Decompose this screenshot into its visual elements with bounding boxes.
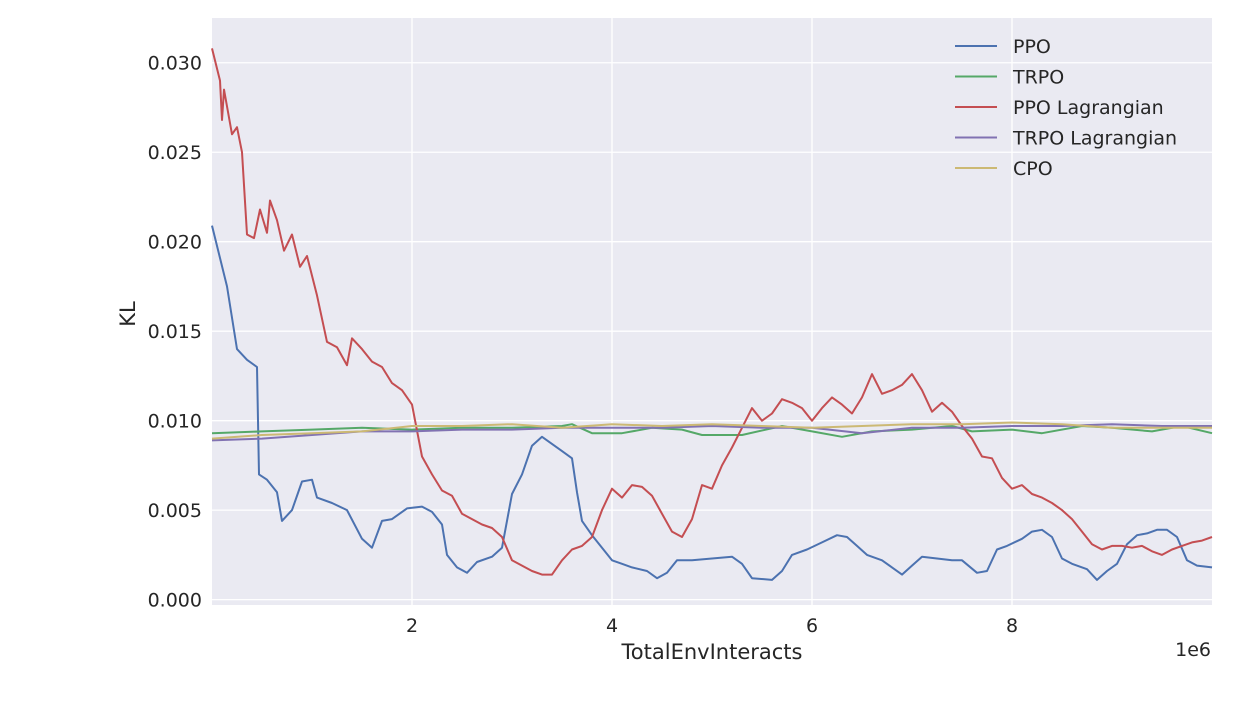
y-tick-label: 0.010 xyxy=(148,411,202,433)
x-tick-label: 2 xyxy=(406,615,418,637)
y-tick-label: 0.030 xyxy=(148,53,202,75)
x-axis-label: TotalEnvInteracts xyxy=(621,640,803,664)
legend-label: TRPO Lagrangian xyxy=(1012,128,1177,150)
x-offset-label: 1e6 xyxy=(1175,639,1211,661)
series-lines xyxy=(211,48,1213,581)
y-tick-label: 0.015 xyxy=(148,321,202,343)
y-tick-label: 0.025 xyxy=(148,142,202,164)
y-tick-label: 0.005 xyxy=(148,500,202,522)
legend-label: CPO xyxy=(1013,158,1053,180)
x-tick-labels: 2 4 6 8 xyxy=(406,615,1018,637)
y-axis-label: KL xyxy=(116,301,140,327)
x-tick-label: 8 xyxy=(1006,615,1018,637)
legend-label: PPO Lagrangian xyxy=(1013,97,1164,119)
y-tick-label: 0.000 xyxy=(148,590,202,612)
legend-label: PPO xyxy=(1013,36,1051,58)
legend-label: TRPO xyxy=(1012,67,1064,89)
plot-background xyxy=(212,18,1212,605)
legend: PPO TRPO PPO Lagrangian TRPO Lagrangian CPO xyxy=(955,36,1177,180)
y-tick-label: 0.020 xyxy=(148,232,202,254)
y-tick-labels: 0.000 0.005 0.010 0.015 0.020 0.025 0.030 xyxy=(148,53,202,612)
series-line-trpo-lagrangian xyxy=(211,423,1212,442)
x-tick-label: 4 xyxy=(606,615,618,637)
x-tick-label: 6 xyxy=(806,615,818,637)
series-line-ppo xyxy=(211,225,1213,581)
series-line-cpo xyxy=(211,421,1212,440)
grid-lines xyxy=(212,18,1212,605)
series-line-ppo-lagrangian xyxy=(211,48,1213,576)
series-line-trpo xyxy=(211,423,1213,438)
